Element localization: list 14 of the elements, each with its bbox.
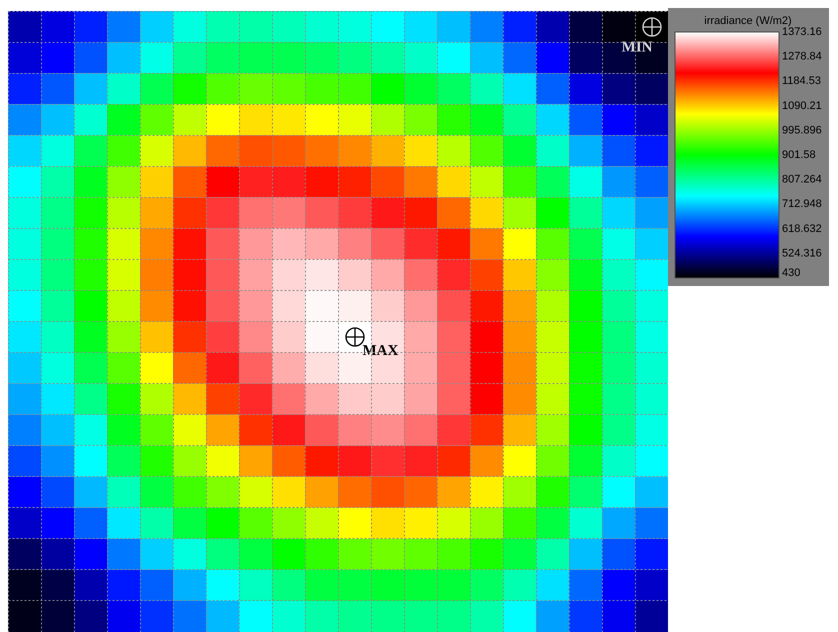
color-bar-label: 807.264 xyxy=(782,174,822,186)
color-bar-title: irradiance (W/m2) xyxy=(704,15,792,27)
color-bar-label: 1184.53 xyxy=(782,75,821,88)
color-bar-label: 1278.84 xyxy=(782,50,822,63)
annotation: MAX xyxy=(362,343,398,360)
color-bar-label: 995.896 xyxy=(782,124,822,136)
color-bar-label: 524.316 xyxy=(782,247,822,260)
color-bar-label: 618.632 xyxy=(782,222,822,235)
annotation: MIN xyxy=(622,40,653,56)
color-bar-label: 1373.16 xyxy=(782,26,822,38)
color-bar-label: 901.58 xyxy=(782,149,816,161)
color-bar-label: 712.948 xyxy=(782,198,822,210)
color-bar-label: 430 xyxy=(782,267,800,279)
color-bar-label: 1090.21 xyxy=(782,100,822,112)
